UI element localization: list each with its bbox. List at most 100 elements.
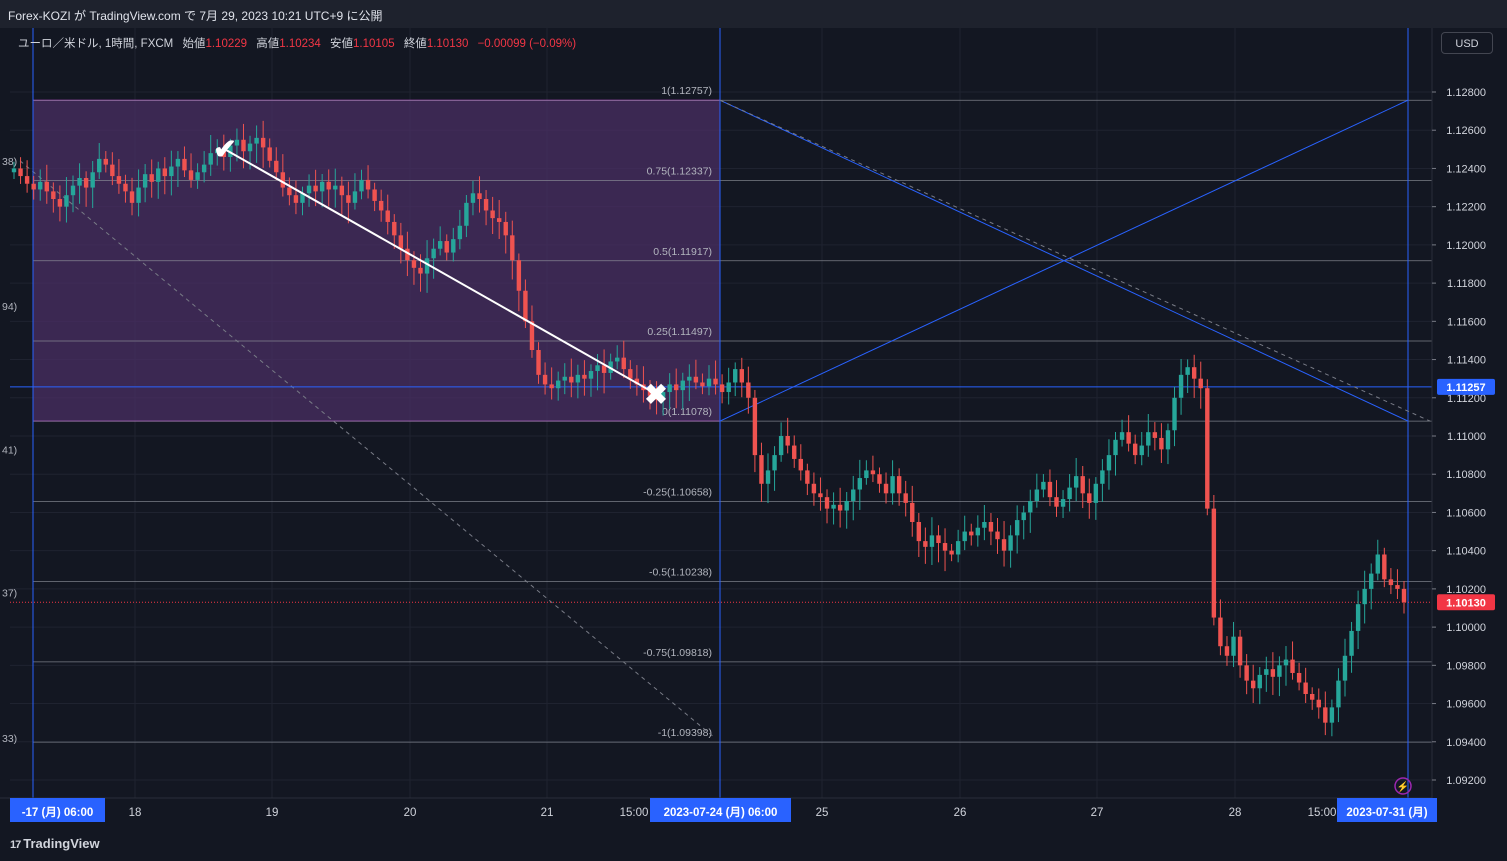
candle-body (647, 390, 653, 396)
symbol-legend: ユーロ／米ドル, 1時間, FXCM 始値1.10229 高値1.10234 安… (18, 35, 576, 51)
candle-body (824, 497, 830, 509)
candle-body (1290, 659, 1295, 673)
candle-body (1126, 432, 1131, 444)
candle-body (1080, 476, 1085, 494)
time-tick-label: 20 (404, 807, 417, 819)
candle-body (654, 395, 659, 400)
dashed-diagonal-left (19, 160, 716, 739)
candle-body (1054, 497, 1059, 507)
candle-body (772, 455, 777, 471)
dashed-diagonal-right (719, 99, 1431, 422)
candle-body (1146, 432, 1151, 446)
price-chart[interactable]: 1(1.12757) 0.75(1.12337) 0.5(1.11917) 0.25(… (0, 28, 1507, 828)
candle-body (142, 174, 148, 188)
candle-body (247, 143, 253, 152)
candle-body (588, 371, 594, 379)
candle-body (260, 137, 266, 148)
candle-body (221, 149, 227, 157)
price-tick-label: 1.11800 (1447, 278, 1486, 290)
candle-body (1375, 554, 1380, 574)
lightning-icon (1394, 777, 1412, 795)
price-tick-label: 1.11200 (1447, 393, 1486, 405)
time-highlight-bg (650, 798, 791, 822)
candle-body (1008, 535, 1013, 551)
candle-body (38, 181, 43, 190)
price-tick-label: 1.12000 (1446, 240, 1486, 252)
candle-body (162, 168, 168, 177)
candle-body (628, 369, 633, 379)
candle-body (1034, 489, 1040, 501)
candle-body (280, 172, 286, 188)
candle-body (437, 241, 443, 249)
candle-body (1041, 481, 1046, 490)
time-tick-label: 21 (541, 807, 554, 819)
candle-body (936, 535, 941, 544)
candle-body (1106, 455, 1112, 471)
candle-body (988, 522, 994, 532)
candle-body (700, 382, 705, 387)
candle-body (1021, 512, 1026, 521)
candle-body (70, 185, 76, 196)
candle-body (326, 181, 331, 190)
price-tick-label: 1.10200 (1446, 584, 1486, 596)
candle-body (274, 160, 279, 173)
lightning-icon-glyph: ⚡ (1397, 780, 1409, 793)
candle-body (123, 183, 128, 192)
close-value: 1.10130 (426, 38, 469, 50)
candle-body (392, 221, 397, 236)
candle-body (1060, 499, 1066, 507)
trade-path-line (224, 148, 657, 395)
open-label: 始値 (182, 38, 206, 50)
candle-body (1382, 554, 1387, 580)
price-axis-bg (1432, 28, 1507, 828)
candle-body (844, 500, 849, 511)
fib-level-label: 0(1.11078) (662, 406, 712, 418)
candle-body (582, 374, 587, 379)
candle-body (156, 168, 161, 182)
candle-body (208, 153, 213, 165)
candle-body (529, 321, 535, 350)
time-tick-label: 15:00 (1308, 807, 1337, 819)
candle-body (1270, 669, 1276, 677)
candle-body (916, 522, 922, 542)
candle-body (110, 164, 115, 177)
price-tick-label: 1.10800 (1446, 469, 1486, 481)
tradingview-logo[interactable]: 17 TradingView (10, 836, 100, 851)
candle-body (687, 376, 692, 381)
candle-body (267, 147, 272, 161)
high-value: 1.10234 (279, 38, 321, 50)
candle-body (24, 176, 30, 184)
candle-body (1198, 378, 1203, 389)
candle-body (713, 378, 718, 385)
candle-body (319, 181, 325, 192)
candle-body (31, 183, 36, 190)
candle-body (477, 193, 482, 200)
candle-body (418, 267, 423, 274)
candle-body (464, 202, 469, 226)
candle-body (1191, 367, 1197, 379)
candle-body (352, 191, 358, 203)
high-label: 高値 (256, 38, 280, 50)
edge-label: 41) (2, 444, 17, 456)
candle-body (910, 502, 915, 522)
candle-body (890, 476, 895, 494)
price-tick-label: 1.12800 (1446, 87, 1486, 99)
candle-body (44, 181, 49, 192)
candle-body (1231, 636, 1236, 656)
candle-body (575, 374, 581, 383)
price-tick-label: 1.10000 (1446, 622, 1486, 634)
candle-body (339, 185, 345, 196)
candle-body (1113, 439, 1118, 456)
candle-body (896, 476, 902, 494)
candle-body (870, 470, 876, 475)
candle-body (798, 458, 803, 471)
close-label: 終値 (403, 38, 427, 50)
time-highlight-label: 2023-07-24 (月) 06:00 (664, 806, 778, 819)
currency-button[interactable]: USD (1441, 32, 1493, 54)
candle-body (378, 200, 384, 211)
candle-body (667, 384, 672, 393)
candle-body (693, 376, 699, 383)
candle-body (1244, 665, 1249, 681)
time-tick-label: 27 (1091, 807, 1104, 819)
candle-body (569, 376, 574, 383)
